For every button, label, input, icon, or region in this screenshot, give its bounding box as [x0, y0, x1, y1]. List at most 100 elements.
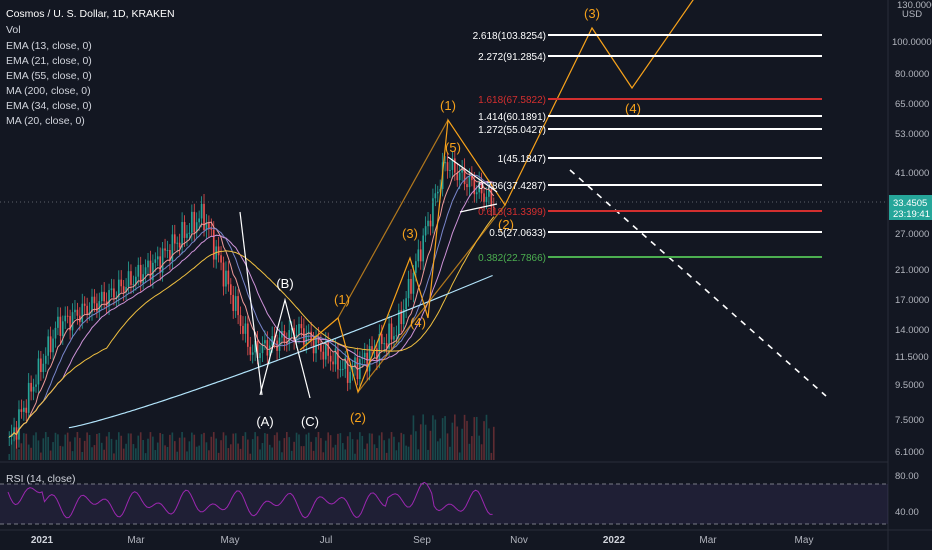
candle-body [281, 330, 283, 338]
candle-body [400, 310, 403, 325]
candle-body [329, 355, 332, 362]
volume-bar [64, 434, 67, 460]
volume-bar [154, 450, 157, 460]
candle-body [356, 357, 359, 380]
volume-bar [334, 444, 337, 460]
volume-bar [161, 434, 164, 460]
candle-body [23, 407, 25, 412]
candle-body [385, 343, 388, 349]
volume-bar [466, 420, 468, 460]
candle-body [254, 340, 256, 353]
candle-body [322, 351, 325, 360]
volume-bar [373, 444, 376, 460]
candle-body [478, 181, 480, 193]
price-tick: 27.0000 [895, 229, 929, 240]
wave-label-1-minor: (1) [334, 292, 350, 307]
volume-bar [368, 433, 371, 460]
candle-body [64, 315, 67, 322]
candle-body [25, 407, 28, 413]
volume-bar [215, 438, 218, 460]
volume-bar [225, 435, 227, 460]
candle-body [98, 301, 101, 312]
candle-body [193, 211, 196, 233]
candle-body [113, 288, 115, 298]
legend-ema55: EMA (55, close, 0) [6, 70, 92, 82]
candle-body [439, 188, 442, 192]
volume-bar [210, 436, 213, 460]
volume-bar [268, 444, 271, 460]
candle-body [315, 336, 317, 354]
volume-bar [444, 416, 446, 460]
volume-bar [454, 414, 456, 460]
wave-label-4-projected: (4) [625, 101, 641, 116]
candle-body [195, 222, 198, 233]
candle-body [468, 176, 471, 188]
candle-body [334, 348, 337, 365]
time-label: Nov [510, 535, 528, 546]
volume-bar [266, 433, 269, 460]
volume-bar [169, 434, 171, 460]
volume-bars [8, 414, 495, 460]
price-tick: 65.0000 [895, 99, 929, 110]
candle-body [147, 260, 149, 268]
candle-body [261, 343, 264, 354]
volume-bar [144, 453, 147, 460]
candle-body [57, 316, 59, 328]
candle-body [32, 386, 35, 392]
candle-body [103, 291, 105, 302]
volume-bar [422, 414, 424, 460]
legend-ema34: EMA (34, close, 0) [6, 100, 92, 112]
candle-body [154, 259, 157, 263]
candle-body [217, 246, 220, 256]
legend-ema21: EMA (21, close, 0) [6, 55, 92, 67]
candle-body [407, 278, 410, 299]
volume-bar [44, 432, 47, 460]
candle-body [466, 184, 468, 188]
volume-bar [135, 448, 137, 460]
candle-body [317, 336, 320, 343]
candle-body [349, 371, 351, 383]
candle-body [436, 191, 439, 194]
volume-bar [191, 432, 193, 460]
volume-bar [300, 446, 303, 460]
candle-body [122, 286, 125, 293]
volume-bar [400, 432, 403, 460]
candle-body [225, 270, 227, 287]
candle-body [35, 384, 37, 387]
wave-label-3-projected: (3) [584, 6, 600, 21]
candle-body [378, 333, 381, 362]
volume-bar [242, 435, 244, 460]
candle-body [161, 248, 164, 273]
volume-bar [485, 414, 488, 460]
volume-bar [402, 434, 405, 460]
volume-bar [285, 432, 288, 460]
candle-body [432, 198, 434, 227]
candle-body [405, 298, 407, 310]
candle-body [410, 278, 412, 294]
wave-drawings [239, 0, 694, 399]
candle-body [127, 271, 130, 288]
volume-bar [247, 439, 249, 460]
volume-bar [312, 450, 315, 460]
volume-bar [142, 439, 144, 460]
fib-label-05: 0.5(27.0633) [489, 228, 546, 239]
candle-body [144, 267, 147, 275]
volume-bar [324, 440, 327, 460]
volume-bar [256, 436, 259, 460]
candle-body [249, 346, 252, 355]
volume-bar [332, 447, 334, 460]
time-label: 2022 [603, 535, 626, 546]
volume-bar [156, 442, 159, 460]
wave-label-2-minor: (2) [350, 410, 366, 425]
candle-body [383, 343, 386, 345]
price-scale: 130.0000 USD 100.0000 80.0000 65.0000 53… [892, 0, 932, 518]
candle-body [169, 250, 171, 262]
time-label: Sep [413, 535, 431, 546]
rsi-label: RSI (14, close) [6, 473, 75, 485]
volume-bar [35, 432, 37, 460]
volume-bar [276, 432, 278, 460]
candle-body [176, 242, 179, 244]
candle-body [83, 303, 86, 306]
volume-bar [32, 435, 35, 460]
